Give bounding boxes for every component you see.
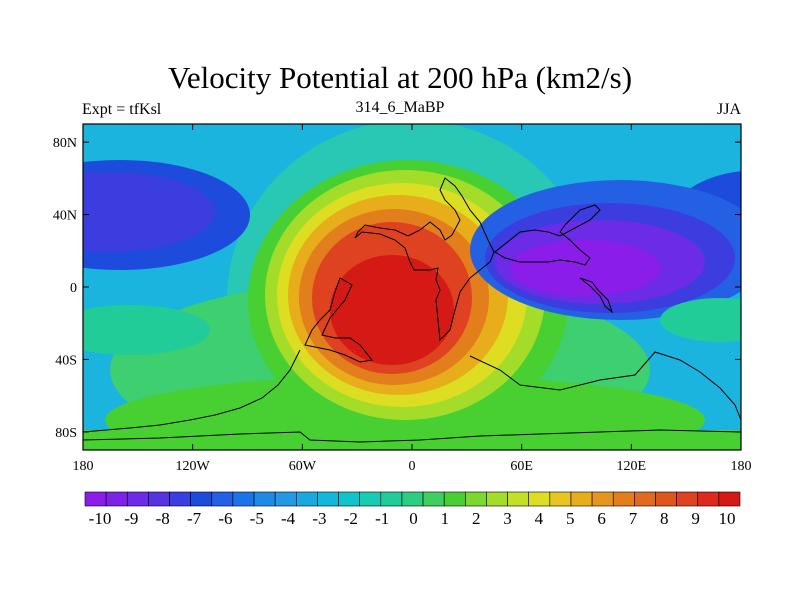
colorbar-label: -9 [124, 509, 138, 528]
colorbar-swatch [718, 491, 741, 507]
africa-outline [83, 349, 301, 433]
colorbar-swatch [232, 491, 255, 507]
lon-tick-label: 180 [731, 459, 752, 474]
colorbar-label: 10 [719, 509, 736, 528]
colorbar-swatch [401, 491, 424, 507]
colorbar-label: 3 [503, 509, 512, 528]
colorbar: -10 -9 -8 -7 -6 -5 -4 -3 -2 -1 0 1 2 3 4 5 6 7 8 9 10 [84, 491, 741, 528]
colorbar-swatch [105, 491, 128, 507]
colorbar-swatch [211, 491, 234, 507]
colorbar-swatch [422, 491, 445, 507]
colorbar-label: -4 [281, 509, 296, 528]
islands-outline [579, 277, 614, 314]
colorbar-swatch [190, 491, 213, 507]
lon-tick-label: 120E [617, 459, 647, 474]
americas-outline [354, 177, 495, 342]
colorbar-swatch [591, 491, 614, 507]
run-label: 314_6_MaBP [355, 99, 445, 116]
lon-tick-label: 60W [289, 459, 317, 474]
colorbar-label: 4 [535, 509, 544, 528]
lon-tick-label: 0 [409, 459, 416, 474]
lon-tick-label: 60E [510, 459, 533, 474]
experiment-label: Expt = tfKsl [82, 101, 162, 118]
colorbar-swatch [465, 491, 487, 507]
axis-ticks: 180 120W 60W 0 60E 120E 180 80N 40N 0 40S 80S [53, 124, 752, 474]
colorbar-swatch [274, 491, 297, 507]
colorbar-label: 5 [566, 509, 575, 528]
colorbar-label: 7 [629, 509, 638, 528]
season-label: JJA [716, 101, 741, 118]
colorbar-swatch [169, 491, 191, 507]
colorbar-swatch [570, 491, 593, 507]
colorbar-label: -10 [89, 509, 112, 528]
colorbar-swatch [148, 491, 170, 507]
map-title: Velocity Potential at 200 hPa (km2/s) [167, 60, 633, 95]
colorbar-label: -2 [344, 509, 358, 528]
colorbar-swatch [612, 491, 635, 507]
colorbar-label: 0 [409, 509, 418, 528]
lat-tick-label: 0 [70, 281, 77, 296]
colorbar-label: 8 [660, 509, 669, 528]
lon-tick-label: 120W [176, 459, 211, 474]
lat-tick-label: 40N [53, 209, 77, 224]
colorbar-label: 6 [597, 509, 606, 528]
colorbar-swatch [655, 491, 677, 507]
colorbar-swatch [634, 491, 656, 507]
colorbar-swatch [676, 491, 699, 507]
colorbar-swatch [443, 491, 466, 507]
colorbar-swatch [486, 491, 508, 507]
colorbar-swatch [507, 491, 530, 507]
coastlines [83, 177, 741, 443]
colorbar-swatch [528, 491, 551, 507]
colorbar-label: -7 [187, 509, 202, 528]
colorbar-swatch [295, 491, 318, 507]
colorbar-swatch [359, 491, 382, 507]
colorbar-label: -8 [156, 509, 170, 528]
colorbar-label: 9 [691, 509, 700, 528]
colorbar-label: -5 [250, 509, 264, 528]
colorbar-label: -3 [312, 509, 326, 528]
colorbar-swatch [549, 491, 572, 507]
lat-tick-label: 80S [55, 426, 77, 441]
colorbar-label: 1 [441, 509, 450, 528]
lat-tick-label: 40S [55, 353, 77, 368]
eurasia-outline [494, 204, 601, 266]
antarctica-outline [83, 429, 741, 443]
colorbar-label: -6 [218, 509, 232, 528]
colorbar-swatch [697, 491, 720, 507]
colorbar-swatch [338, 491, 360, 507]
colorbar-swatch [84, 491, 107, 507]
colorbar-swatch [317, 491, 339, 507]
australia-outline [469, 351, 741, 421]
field-shading [83, 124, 741, 450]
colorbar-swatch [253, 491, 276, 507]
colorbar-swatch [380, 491, 403, 507]
south-america-outline [304, 277, 373, 363]
colorbar-swatch [126, 491, 149, 507]
lon-tick-label: 180 [73, 459, 94, 474]
lat-tick-label: 80N [53, 136, 77, 151]
colorbar-label: -1 [375, 509, 389, 528]
colorbar-label: 2 [472, 509, 481, 528]
